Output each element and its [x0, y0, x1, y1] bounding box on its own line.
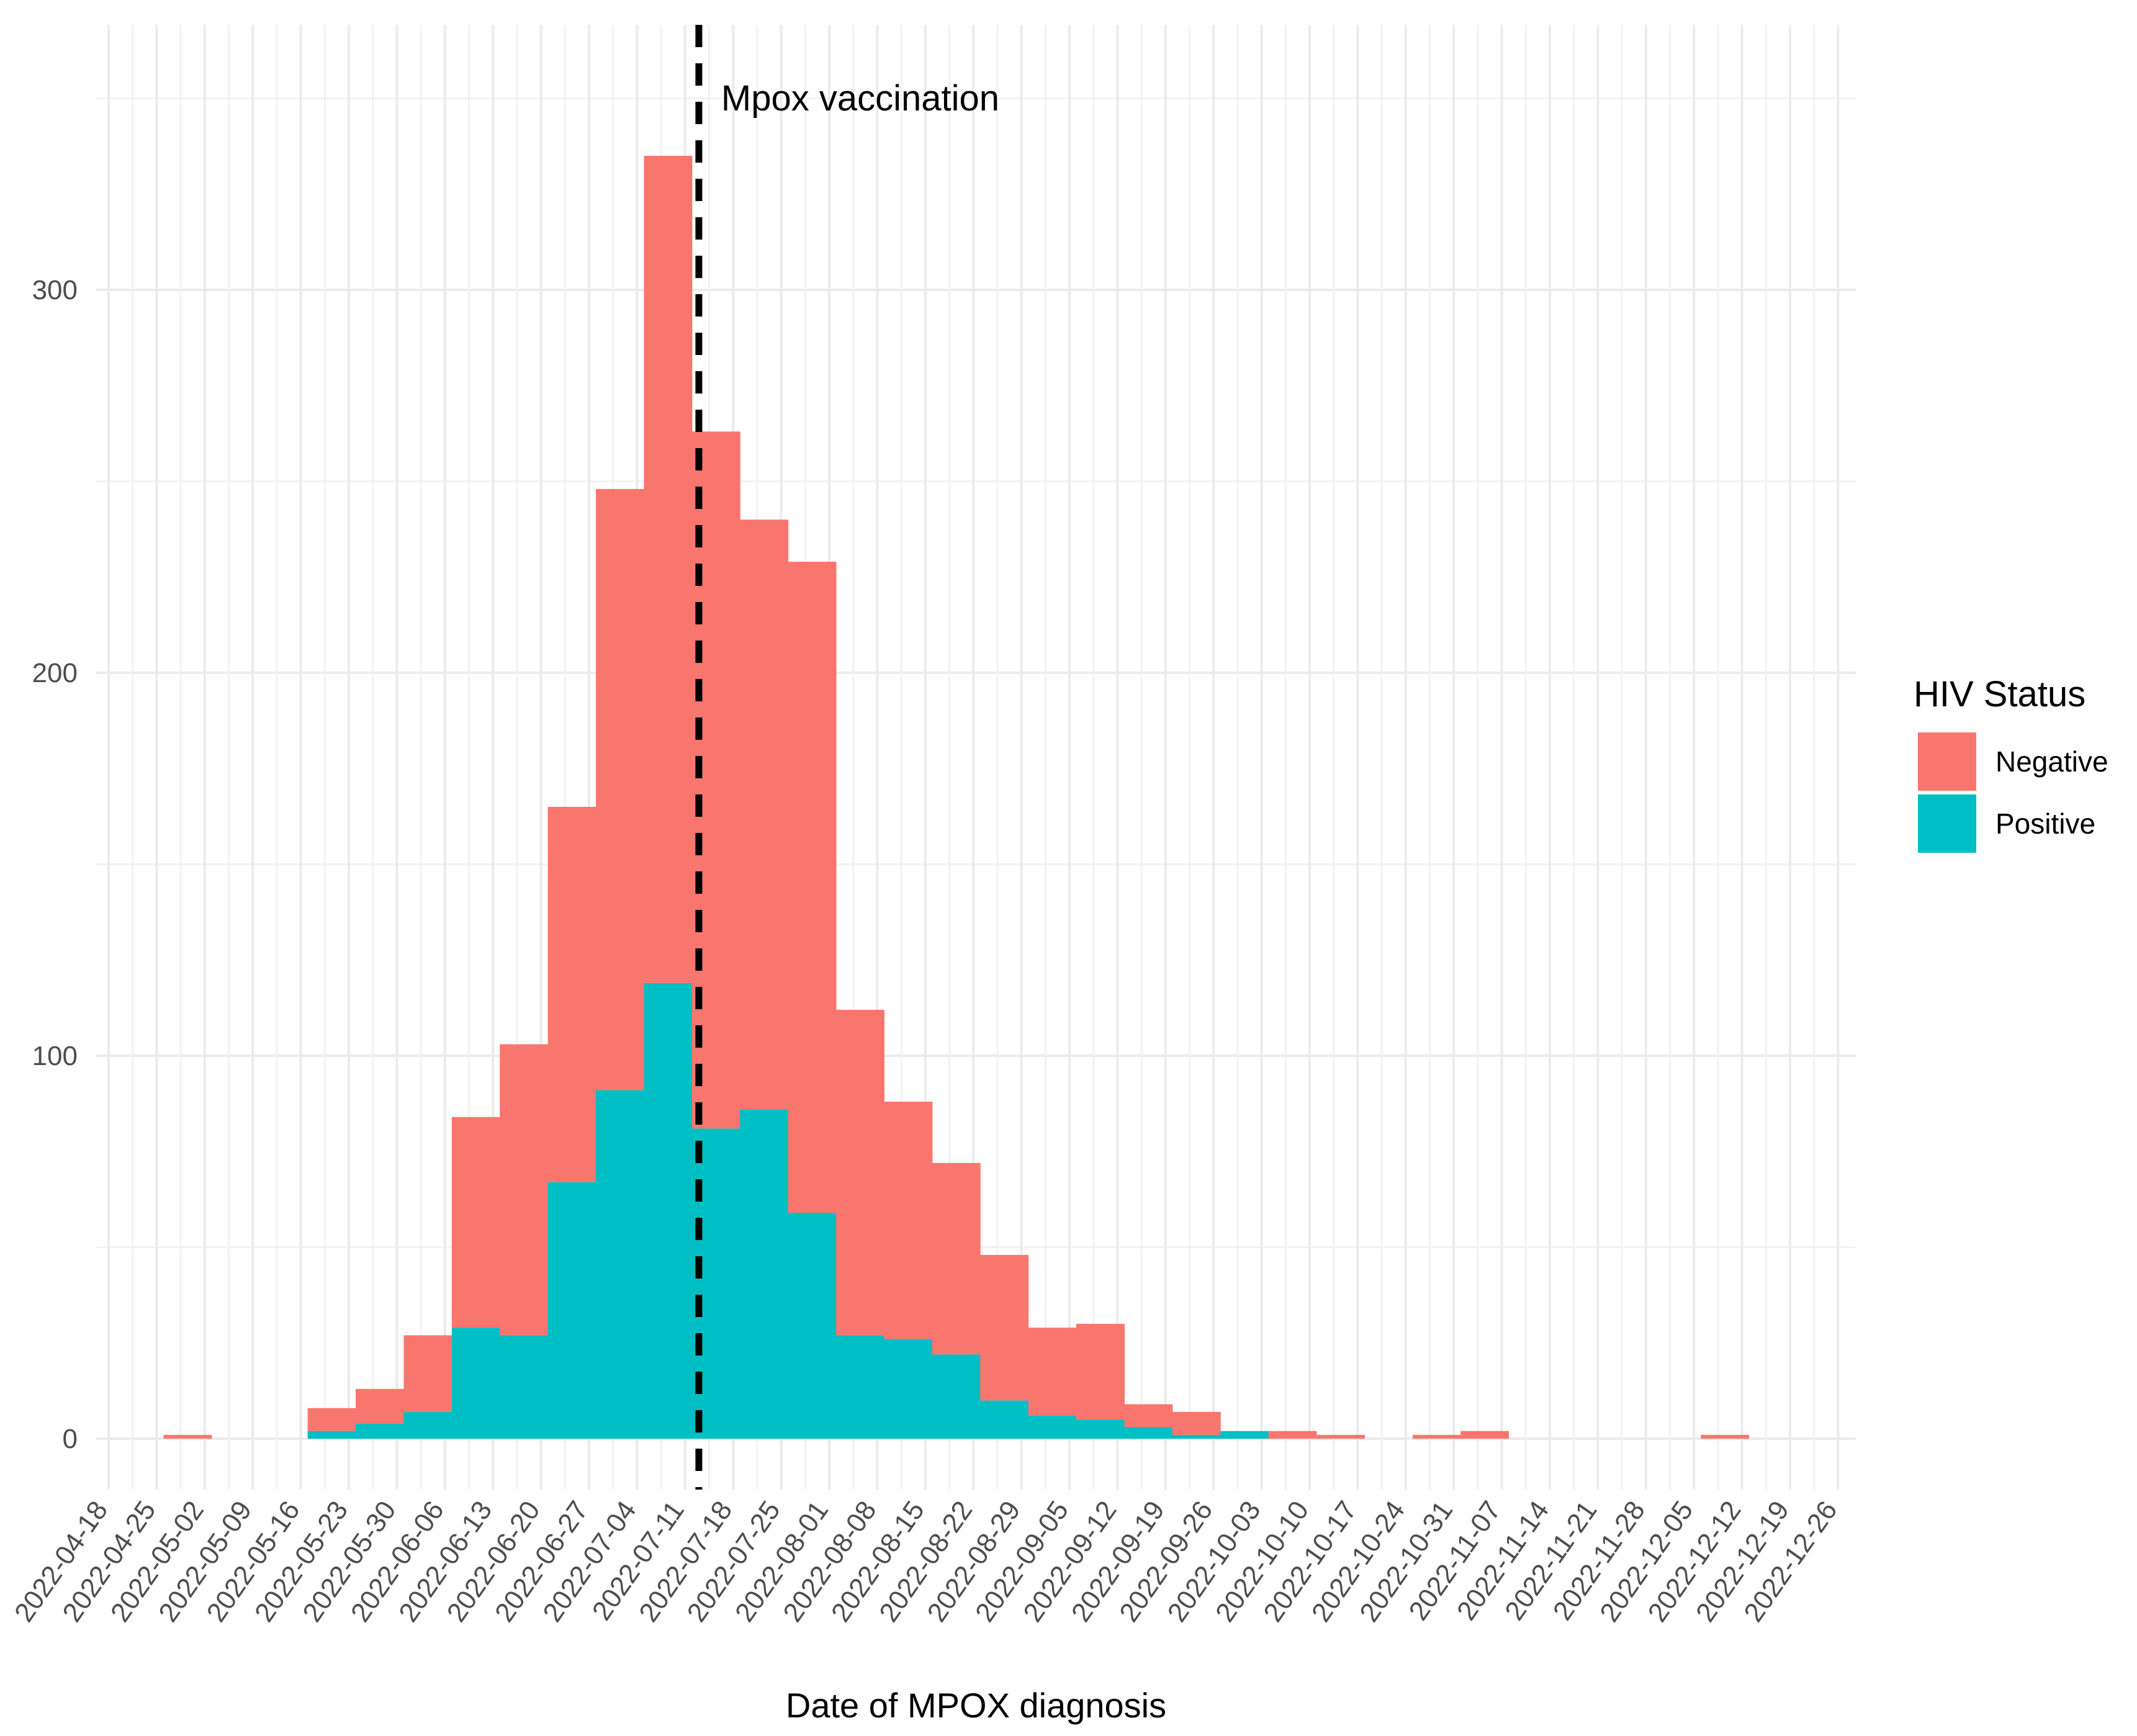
bar-positive — [1172, 1434, 1221, 1439]
legend-title: HIV Status — [1914, 674, 2085, 714]
bar-positive — [980, 1400, 1029, 1439]
bar-negative — [1412, 1434, 1461, 1439]
bar-negative — [1268, 1431, 1317, 1439]
bar-negative — [884, 1102, 933, 1339]
legend-label-positive: Positive — [1995, 807, 2095, 840]
bar-positive — [356, 1423, 404, 1439]
y-tick-label: 0 — [63, 1424, 78, 1454]
grid-major-y — [96, 289, 1856, 1440]
x-axis-ticks: 2022-04-182022-04-252022-05-022022-05-09… — [9, 1496, 1843, 1627]
bar-negative — [1701, 1434, 1750, 1439]
grid-minor-y — [96, 97, 1856, 1248]
x-axis-title: Date of MPOX diagnosis — [786, 1686, 1166, 1725]
bar-positive — [547, 1182, 596, 1439]
bar-positive — [884, 1339, 933, 1439]
bar-negative — [1028, 1328, 1077, 1416]
bars — [163, 156, 1750, 1439]
legend: HIV Status Negative Positive — [1914, 674, 2108, 853]
y-axis-ticks: 0 100 200 300 — [32, 275, 78, 1454]
bar-negative — [644, 156, 693, 983]
bar-negative — [596, 488, 644, 1091]
y-tick-label: 200 — [32, 658, 78, 688]
bar-negative — [451, 1117, 500, 1328]
bar-negative — [547, 806, 596, 1182]
bar-positive — [403, 1411, 452, 1439]
bar-positive — [644, 983, 693, 1439]
bar-negative — [788, 562, 837, 1213]
bar-positive — [1220, 1431, 1269, 1439]
bar-negative — [1316, 1434, 1365, 1439]
bar-negative — [307, 1408, 356, 1431]
bar-negative — [836, 1009, 884, 1336]
bar-positive — [307, 1431, 356, 1439]
vaccination-label: Mpox vaccination — [721, 78, 999, 119]
bar-negative — [691, 431, 740, 1129]
bar-negative — [932, 1163, 981, 1355]
bar-positive — [451, 1328, 500, 1439]
bar-positive — [500, 1335, 549, 1439]
y-tick-label: 100 — [32, 1041, 78, 1071]
bar-negative — [356, 1388, 404, 1424]
bar-negative — [163, 1434, 212, 1439]
bar-negative — [980, 1254, 1029, 1401]
bar-positive — [1028, 1415, 1077, 1439]
bar-positive — [596, 1090, 644, 1439]
bar-negative — [1076, 1323, 1125, 1420]
bar-negative — [1172, 1411, 1221, 1435]
bar-negative — [500, 1044, 549, 1336]
bar-positive — [932, 1354, 981, 1439]
bar-positive — [1076, 1419, 1125, 1439]
bar-negative — [1460, 1431, 1509, 1439]
bar-negative — [403, 1335, 452, 1412]
bar-negative — [1124, 1404, 1173, 1428]
legend-key-negative — [1918, 732, 1976, 791]
bar-positive — [836, 1335, 884, 1439]
bar-positive — [740, 1109, 789, 1439]
bar-negative — [740, 519, 789, 1110]
legend-label-negative: Negative — [1995, 745, 2108, 778]
y-tick-label: 300 — [32, 275, 78, 305]
legend-key-positive — [1918, 794, 1976, 853]
bar-positive — [1124, 1427, 1173, 1439]
bar-positive — [788, 1212, 837, 1439]
